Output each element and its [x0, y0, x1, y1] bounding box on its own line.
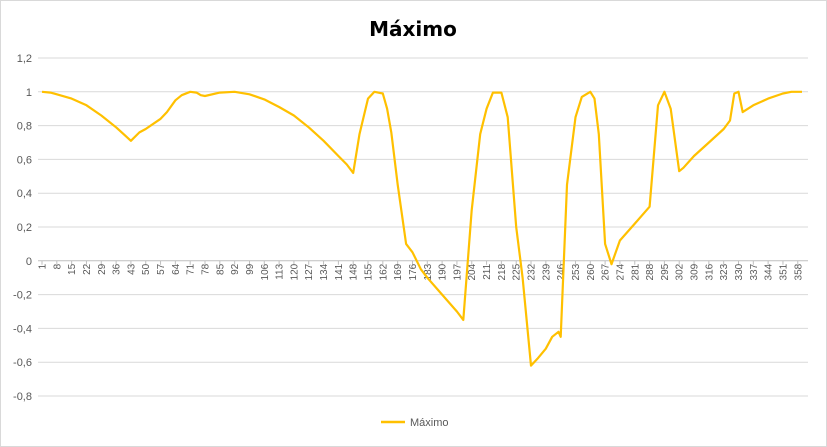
x-tick-label: 43	[126, 263, 137, 275]
y-tick-label: 0,2	[17, 222, 32, 234]
x-tick-label: 239	[541, 263, 552, 280]
x-tick-label: 78	[201, 263, 212, 275]
x-tick-label: 358	[793, 263, 804, 280]
x-tick-label: 162	[378, 263, 389, 280]
y-tick-label: 0,4	[17, 188, 32, 200]
x-tick-label: 57	[156, 263, 167, 275]
x-tick-label: 267	[601, 263, 612, 280]
x-tick-label: 141	[334, 263, 345, 280]
x-tick-label: 29	[97, 263, 108, 275]
x-tick-label: 8	[52, 263, 63, 269]
y-axis-ticks: -0,8 -0,6 -0,4 -0,2 0 0,2 0,4 0,6 0,8 1 1,2	[13, 53, 32, 403]
y-tick-label: 1,2	[17, 53, 32, 65]
x-tick-label: 288	[645, 263, 656, 280]
y-tick-label: 0	[26, 256, 32, 268]
x-axis: 1 8 15 22 29 36 43 50 57 64 71 78 85 92 99 106 113 120 127…	[38, 260, 808, 280]
x-tick-label: 253	[571, 263, 582, 280]
x-tick-label: 148	[349, 263, 360, 280]
chart-title: Máximo	[369, 17, 457, 41]
x-tick-label: 302	[675, 263, 686, 280]
x-tick-label: 106	[260, 263, 271, 280]
y-tick-label: -0,2	[13, 290, 32, 302]
x-tick-label: 99	[245, 263, 256, 275]
x-tick-label: 36	[112, 263, 123, 275]
x-tick-label: 22	[82, 263, 93, 275]
x-tick-label: 1	[38, 263, 49, 269]
legend: Máximo	[381, 417, 449, 429]
x-tick-label: 351	[778, 263, 789, 280]
x-tick-label: 316	[704, 263, 715, 280]
x-tick-label: 330	[734, 263, 745, 280]
x-tick-label: 183	[423, 263, 434, 280]
y-tick-label: 1	[26, 87, 32, 99]
y-tick-label: -0,4	[13, 323, 32, 335]
x-tick-label: 169	[393, 263, 404, 280]
x-tick-label: 246	[556, 263, 567, 280]
x-tick-label: 176	[408, 263, 419, 280]
x-tick-label: 127	[304, 263, 315, 280]
x-tick-label: 281	[630, 263, 641, 280]
x-tick-label: 225	[512, 263, 523, 280]
x-tick-label: 344	[764, 263, 775, 280]
y-tick-label: 0,6	[17, 154, 32, 166]
x-tick-label: 113	[275, 263, 286, 279]
x-tick-label: 323	[719, 263, 730, 280]
x-tick-label: 92	[230, 263, 241, 275]
x-tick-label: 211	[482, 263, 493, 279]
series-layer	[41, 90, 802, 367]
x-tick-label: 274	[615, 263, 626, 280]
x-tick-label: 120	[289, 263, 300, 280]
x-tick-label: 15	[67, 263, 78, 275]
y-tick-label: -0,8	[13, 391, 32, 403]
x-tick-label: 295	[660, 263, 671, 280]
legend-label-maximo: Máximo	[410, 417, 449, 429]
x-tick-label: 337	[749, 263, 760, 280]
x-tick-label: 309	[690, 263, 701, 280]
x-tick-label: 155	[364, 263, 375, 280]
y-tick-label: 0,8	[17, 121, 32, 133]
x-tick-label: 260	[586, 263, 597, 280]
x-tick-label: 64	[171, 263, 182, 275]
x-tick-label: 71	[186, 263, 197, 275]
x-tick-label: 232	[527, 263, 538, 280]
x-tick-label: 50	[141, 263, 152, 275]
x-tick-label: 134	[319, 263, 330, 280]
x-tick-label: 204	[467, 263, 478, 280]
y-tick-label: -0,6	[13, 357, 32, 369]
x-tick-label: 190	[438, 263, 449, 280]
series-line-maximo	[41, 90, 802, 367]
x-tick-label: 197	[452, 263, 463, 280]
x-tick-label: 218	[497, 263, 508, 280]
x-tick-label: 85	[215, 263, 226, 275]
gridlines	[38, 57, 808, 397]
